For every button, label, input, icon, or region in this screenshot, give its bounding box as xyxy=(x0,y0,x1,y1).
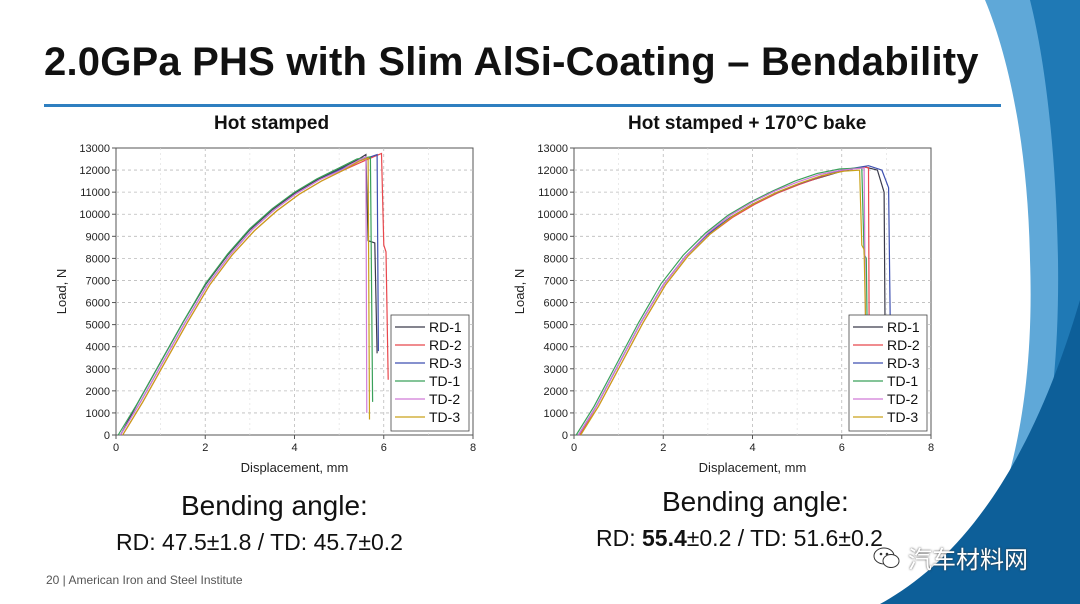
y-tick-label: 7000 xyxy=(86,275,110,287)
x-tick-label: 6 xyxy=(381,442,387,454)
legend-box xyxy=(848,314,928,432)
y-axis-label: Load, N xyxy=(512,269,527,315)
left-chart-title: Hot stamped xyxy=(214,113,330,134)
y-tick-label: 3000 xyxy=(544,364,568,376)
y-tick-label: 2000 xyxy=(86,386,110,398)
series-line-td-2 xyxy=(119,155,368,436)
y-tick-label: 0 xyxy=(104,430,110,442)
legend-label: TD-3 xyxy=(887,409,918,425)
x-tick-label: 6 xyxy=(839,442,845,454)
left-rd-label: RD: xyxy=(116,529,162,555)
legend-label: TD-3 xyxy=(429,409,460,425)
legend-label: TD-2 xyxy=(887,391,918,407)
left-chart: 0 2 4 6 8 0 1000 2000 3000 4000 5000 6000 7000 8000 90… xyxy=(54,143,476,475)
y-tick-label: 3000 xyxy=(86,364,110,376)
legend-label: RD-2 xyxy=(887,337,920,353)
y-tick-label: 9000 xyxy=(86,231,110,243)
left-td-label: / TD: xyxy=(251,529,314,555)
left-angle-heading: Bending angle: xyxy=(181,490,368,521)
series-line-td-1 xyxy=(117,156,374,436)
slide-footer: 20 | American Iron and Steel Institute xyxy=(46,573,243,587)
y-tick-label: 9000 xyxy=(544,231,568,243)
x-tick-label: 8 xyxy=(928,442,934,454)
legend-label: TD-1 xyxy=(887,373,918,389)
right-angle-values: RD: 55.4±0.2 / TD: 51.6±0.2 xyxy=(596,525,883,552)
x-tick-label: 4 xyxy=(749,442,755,454)
y-tick-label: 5000 xyxy=(544,320,568,332)
right-chart-title: Hot stamped + 170°C bake xyxy=(628,113,867,134)
watermark: 汽车材料网 xyxy=(872,540,1028,575)
y-tick-label: 11000 xyxy=(80,187,110,199)
right-chart: 0 2 4 6 8 0 1000 2000 3000 4000 5000 6000 7000 8000 90… xyxy=(512,143,934,475)
y-tick-label: 13000 xyxy=(537,143,568,155)
y-tick-label: 7000 xyxy=(544,275,568,287)
x-tick-label: 4 xyxy=(291,442,297,454)
series-line-td-1 xyxy=(575,167,869,436)
legend-label: RD-1 xyxy=(887,319,920,335)
series-line-td-3 xyxy=(580,169,867,436)
y-tick-label: 1000 xyxy=(86,408,110,420)
y-tick-label: 12000 xyxy=(79,165,110,177)
y-tick-label: 10000 xyxy=(537,209,568,221)
x-axis-label: Displacement, mm xyxy=(241,460,349,475)
x-tick-label: 2 xyxy=(202,442,208,454)
title-divider xyxy=(44,104,1001,107)
y-tick-label: 10000 xyxy=(79,209,110,221)
y-tick-label: 8000 xyxy=(86,253,110,265)
right-rd-tolerance: ±0.2 xyxy=(686,525,732,551)
wechat-icon xyxy=(873,547,900,568)
y-tick-label: 11000 xyxy=(538,187,568,199)
x-tick-label: 2 xyxy=(660,442,666,454)
right-td-label: / TD: xyxy=(731,525,794,551)
right-angle-heading: Bending angle: xyxy=(662,486,849,517)
y-tick-label: 4000 xyxy=(86,342,110,354)
legend-label: RD-3 xyxy=(887,355,920,371)
legend-box xyxy=(390,314,470,432)
legend-label: TD-2 xyxy=(429,391,460,407)
y-tick-label: 12000 xyxy=(537,165,568,177)
slide-title: 2.0GPa PHS with Slim AlSi-Coating – Bend… xyxy=(44,40,979,84)
left-angle-values: RD: 47.5±1.8 / TD: 45.7±0.2 xyxy=(116,529,403,556)
y-tick-label: 5000 xyxy=(86,320,110,332)
x-axis-label: Displacement, mm xyxy=(699,460,807,475)
series-line-td-3 xyxy=(122,157,371,436)
left-rd-value: 47.5±1.8 xyxy=(162,529,252,555)
y-tick-label: 13000 xyxy=(79,143,110,155)
y-axis-label: Load, N xyxy=(54,269,69,315)
y-tick-label: 1000 xyxy=(544,408,568,420)
y-tick-label: 6000 xyxy=(86,298,110,310)
y-tick-label: 8000 xyxy=(544,253,568,265)
legend-label: TD-1 xyxy=(429,373,460,389)
x-tick-label: 8 xyxy=(470,442,476,454)
series-line-td-2 xyxy=(577,167,867,436)
watermark-text: 汽车材料网 xyxy=(908,547,1028,574)
y-tick-label: 4000 xyxy=(544,342,568,354)
left-td-value: 45.7±0.2 xyxy=(313,529,403,555)
legend-label: RD-3 xyxy=(429,355,462,371)
y-tick-label: 0 xyxy=(562,430,568,442)
right-rd-label: RD: xyxy=(596,525,642,551)
legend-label: RD-1 xyxy=(429,319,462,335)
y-tick-label: 6000 xyxy=(544,298,568,310)
x-tick-label: 0 xyxy=(571,442,577,454)
x-tick-label: 0 xyxy=(113,442,119,454)
legend-label: RD-2 xyxy=(429,337,462,353)
right-rd-value: 55.4 xyxy=(642,525,687,551)
right-td-value: 51.6±0.2 xyxy=(793,525,883,551)
y-tick-label: 2000 xyxy=(544,386,568,398)
